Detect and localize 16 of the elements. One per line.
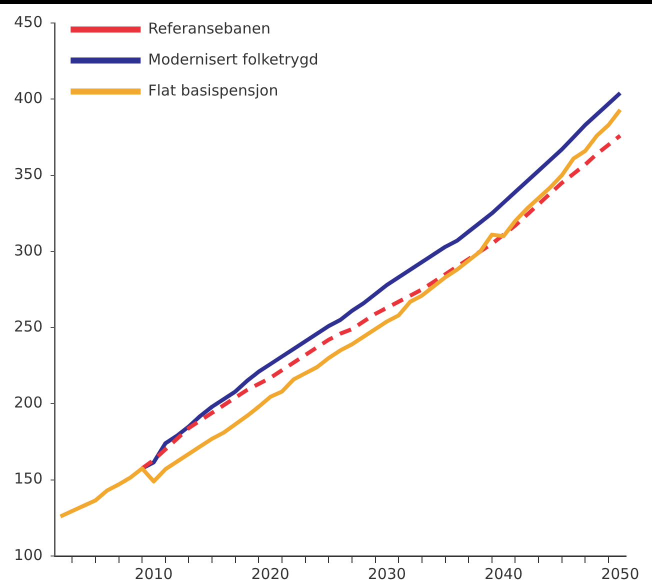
x-tick-label: 2020 xyxy=(251,564,290,583)
x-tick-label: 2030 xyxy=(368,564,406,583)
legend-label: Modernisert folketrygd xyxy=(148,50,318,68)
y-tick-label: 100 xyxy=(14,546,43,564)
y-tick-label: 300 xyxy=(14,241,43,260)
y-tick-label: 350 xyxy=(14,165,43,184)
y-tick-label: 250 xyxy=(14,317,43,336)
x-tick-label: 2050 xyxy=(601,564,640,583)
y-tick-label: 450 xyxy=(14,12,43,31)
legend-label: Flat basispensjon xyxy=(148,81,278,100)
y-tick-label: 400 xyxy=(14,89,43,108)
x-tick-label: 2040 xyxy=(484,564,523,583)
x-tick-label: 2010 xyxy=(134,564,173,583)
legend-label: Referansebanen xyxy=(148,19,270,38)
y-tick-label: 200 xyxy=(14,394,43,412)
y-tick-label: 150 xyxy=(14,470,43,488)
